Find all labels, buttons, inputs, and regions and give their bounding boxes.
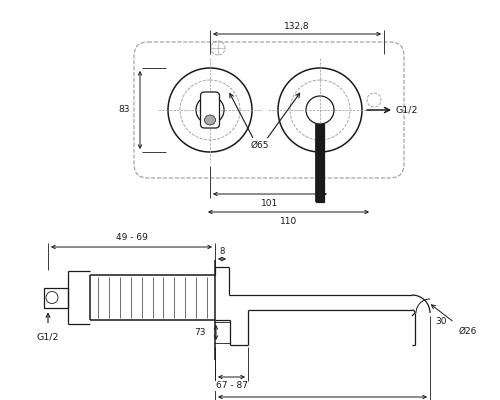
Text: 101: 101 <box>262 198 278 208</box>
Text: G1/2: G1/2 <box>396 106 418 114</box>
Text: Ø65: Ø65 <box>251 140 269 150</box>
Text: 110: 110 <box>280 216 297 226</box>
Text: G1/2: G1/2 <box>37 332 60 342</box>
Text: 132,8: 132,8 <box>284 22 310 30</box>
Text: 8: 8 <box>220 246 224 256</box>
Text: 73: 73 <box>194 328 206 337</box>
Text: Ø26: Ø26 <box>458 326 476 336</box>
Text: 83: 83 <box>118 106 130 114</box>
Text: 30: 30 <box>435 316 446 326</box>
Bar <box>44 288 68 308</box>
Text: 49 - 69: 49 - 69 <box>116 234 148 242</box>
FancyBboxPatch shape <box>200 92 220 128</box>
Text: 67 - 87: 67 - 87 <box>216 382 248 390</box>
Bar <box>316 124 324 202</box>
Ellipse shape <box>204 115 216 125</box>
